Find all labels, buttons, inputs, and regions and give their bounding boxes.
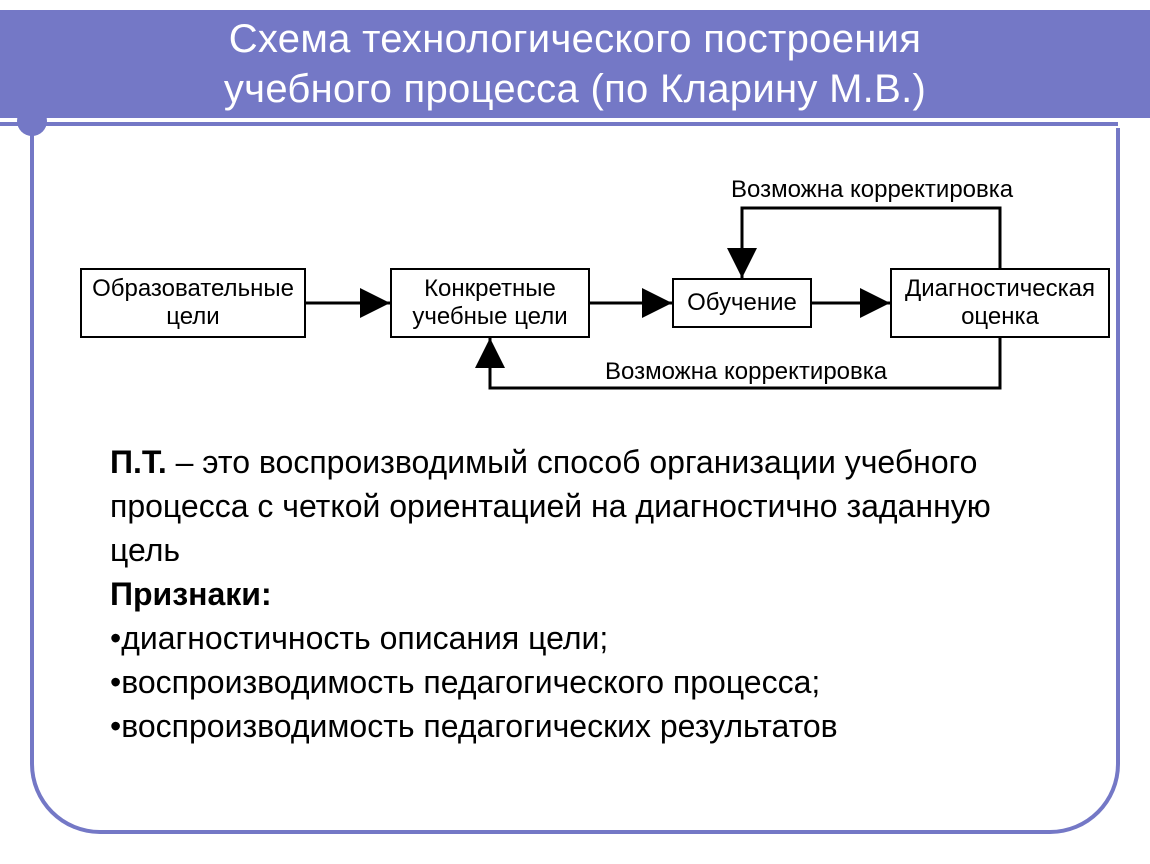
flow-node-specific: Конкретные учебные цели xyxy=(390,268,590,338)
feedback-label-top: Возможна корректировка xyxy=(731,176,1013,204)
bullet-text: воспроизводимость педагогического процес… xyxy=(121,664,820,700)
feedback-label-bottom: Возможна корректировка xyxy=(605,358,887,386)
slide-title: Схема технологического построения учебно… xyxy=(0,10,1150,118)
flow-node-goals: Образовательные цели xyxy=(80,268,306,338)
definition-line: П.Т. – это воспроизводимый способ органи… xyxy=(110,440,1060,572)
title-underline xyxy=(0,122,1118,126)
bullet-text: диагностичность описания цели; xyxy=(121,620,608,656)
flow-node-diagnostic: Диагностическая оценка xyxy=(890,268,1110,338)
signs-heading: Признаки: xyxy=(110,572,1060,616)
definition-abbr: П.Т. xyxy=(110,444,167,480)
flow-node-label: Образовательные цели xyxy=(92,275,294,331)
bullet-item: •диагностичность описания цели; xyxy=(110,616,1060,660)
definition-text: – это воспроизводимый способ организации… xyxy=(110,444,991,568)
flow-node-label: Конкретные учебные цели xyxy=(412,275,567,331)
bullet-item: •воспроизводимость педагогических резуль… xyxy=(110,704,1060,748)
bullet-item: •воспроизводимость педагогического проце… xyxy=(110,660,1060,704)
signs-label: Признаки: xyxy=(110,576,272,612)
body-text: П.Т. – это воспроизводимый способ органи… xyxy=(110,440,1060,748)
flow-node-label: Диагностическая оценка xyxy=(905,275,1095,331)
slide: Схема технологического построения учебно… xyxy=(0,0,1150,864)
flow-node-training: Обучение xyxy=(672,278,812,328)
bullet-text: воспроизводимость педагогических результ… xyxy=(121,708,837,744)
flow-node-label: Обучение xyxy=(687,289,797,317)
